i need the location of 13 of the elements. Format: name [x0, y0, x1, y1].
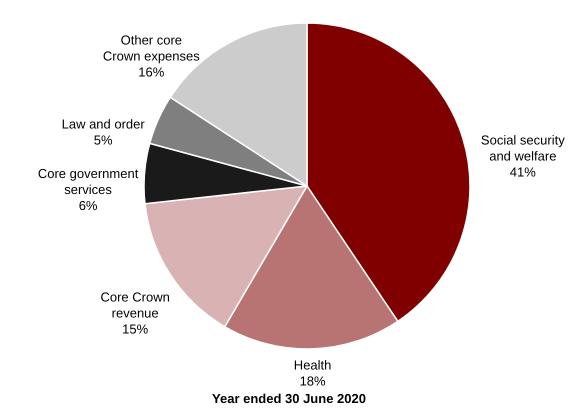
data-label: 16% [138, 64, 165, 80]
data-label: 6% [78, 198, 98, 214]
data-label: 5% [94, 132, 114, 148]
slice-label: Core government services [38, 166, 139, 198]
slice-label: Law and order [62, 116, 146, 132]
text: Year ended 30 June 2020 [212, 391, 366, 406]
data-label: 15% [122, 321, 149, 336]
slice-label: Other core Crown expenses [102, 32, 200, 64]
slice-label: Health [294, 358, 332, 373]
data-label: 18% [300, 374, 326, 389]
slice-label: Core Crown revenue [100, 289, 170, 320]
slice-label: Social security and welfare [480, 132, 566, 164]
data-label: 41% [510, 164, 536, 180]
